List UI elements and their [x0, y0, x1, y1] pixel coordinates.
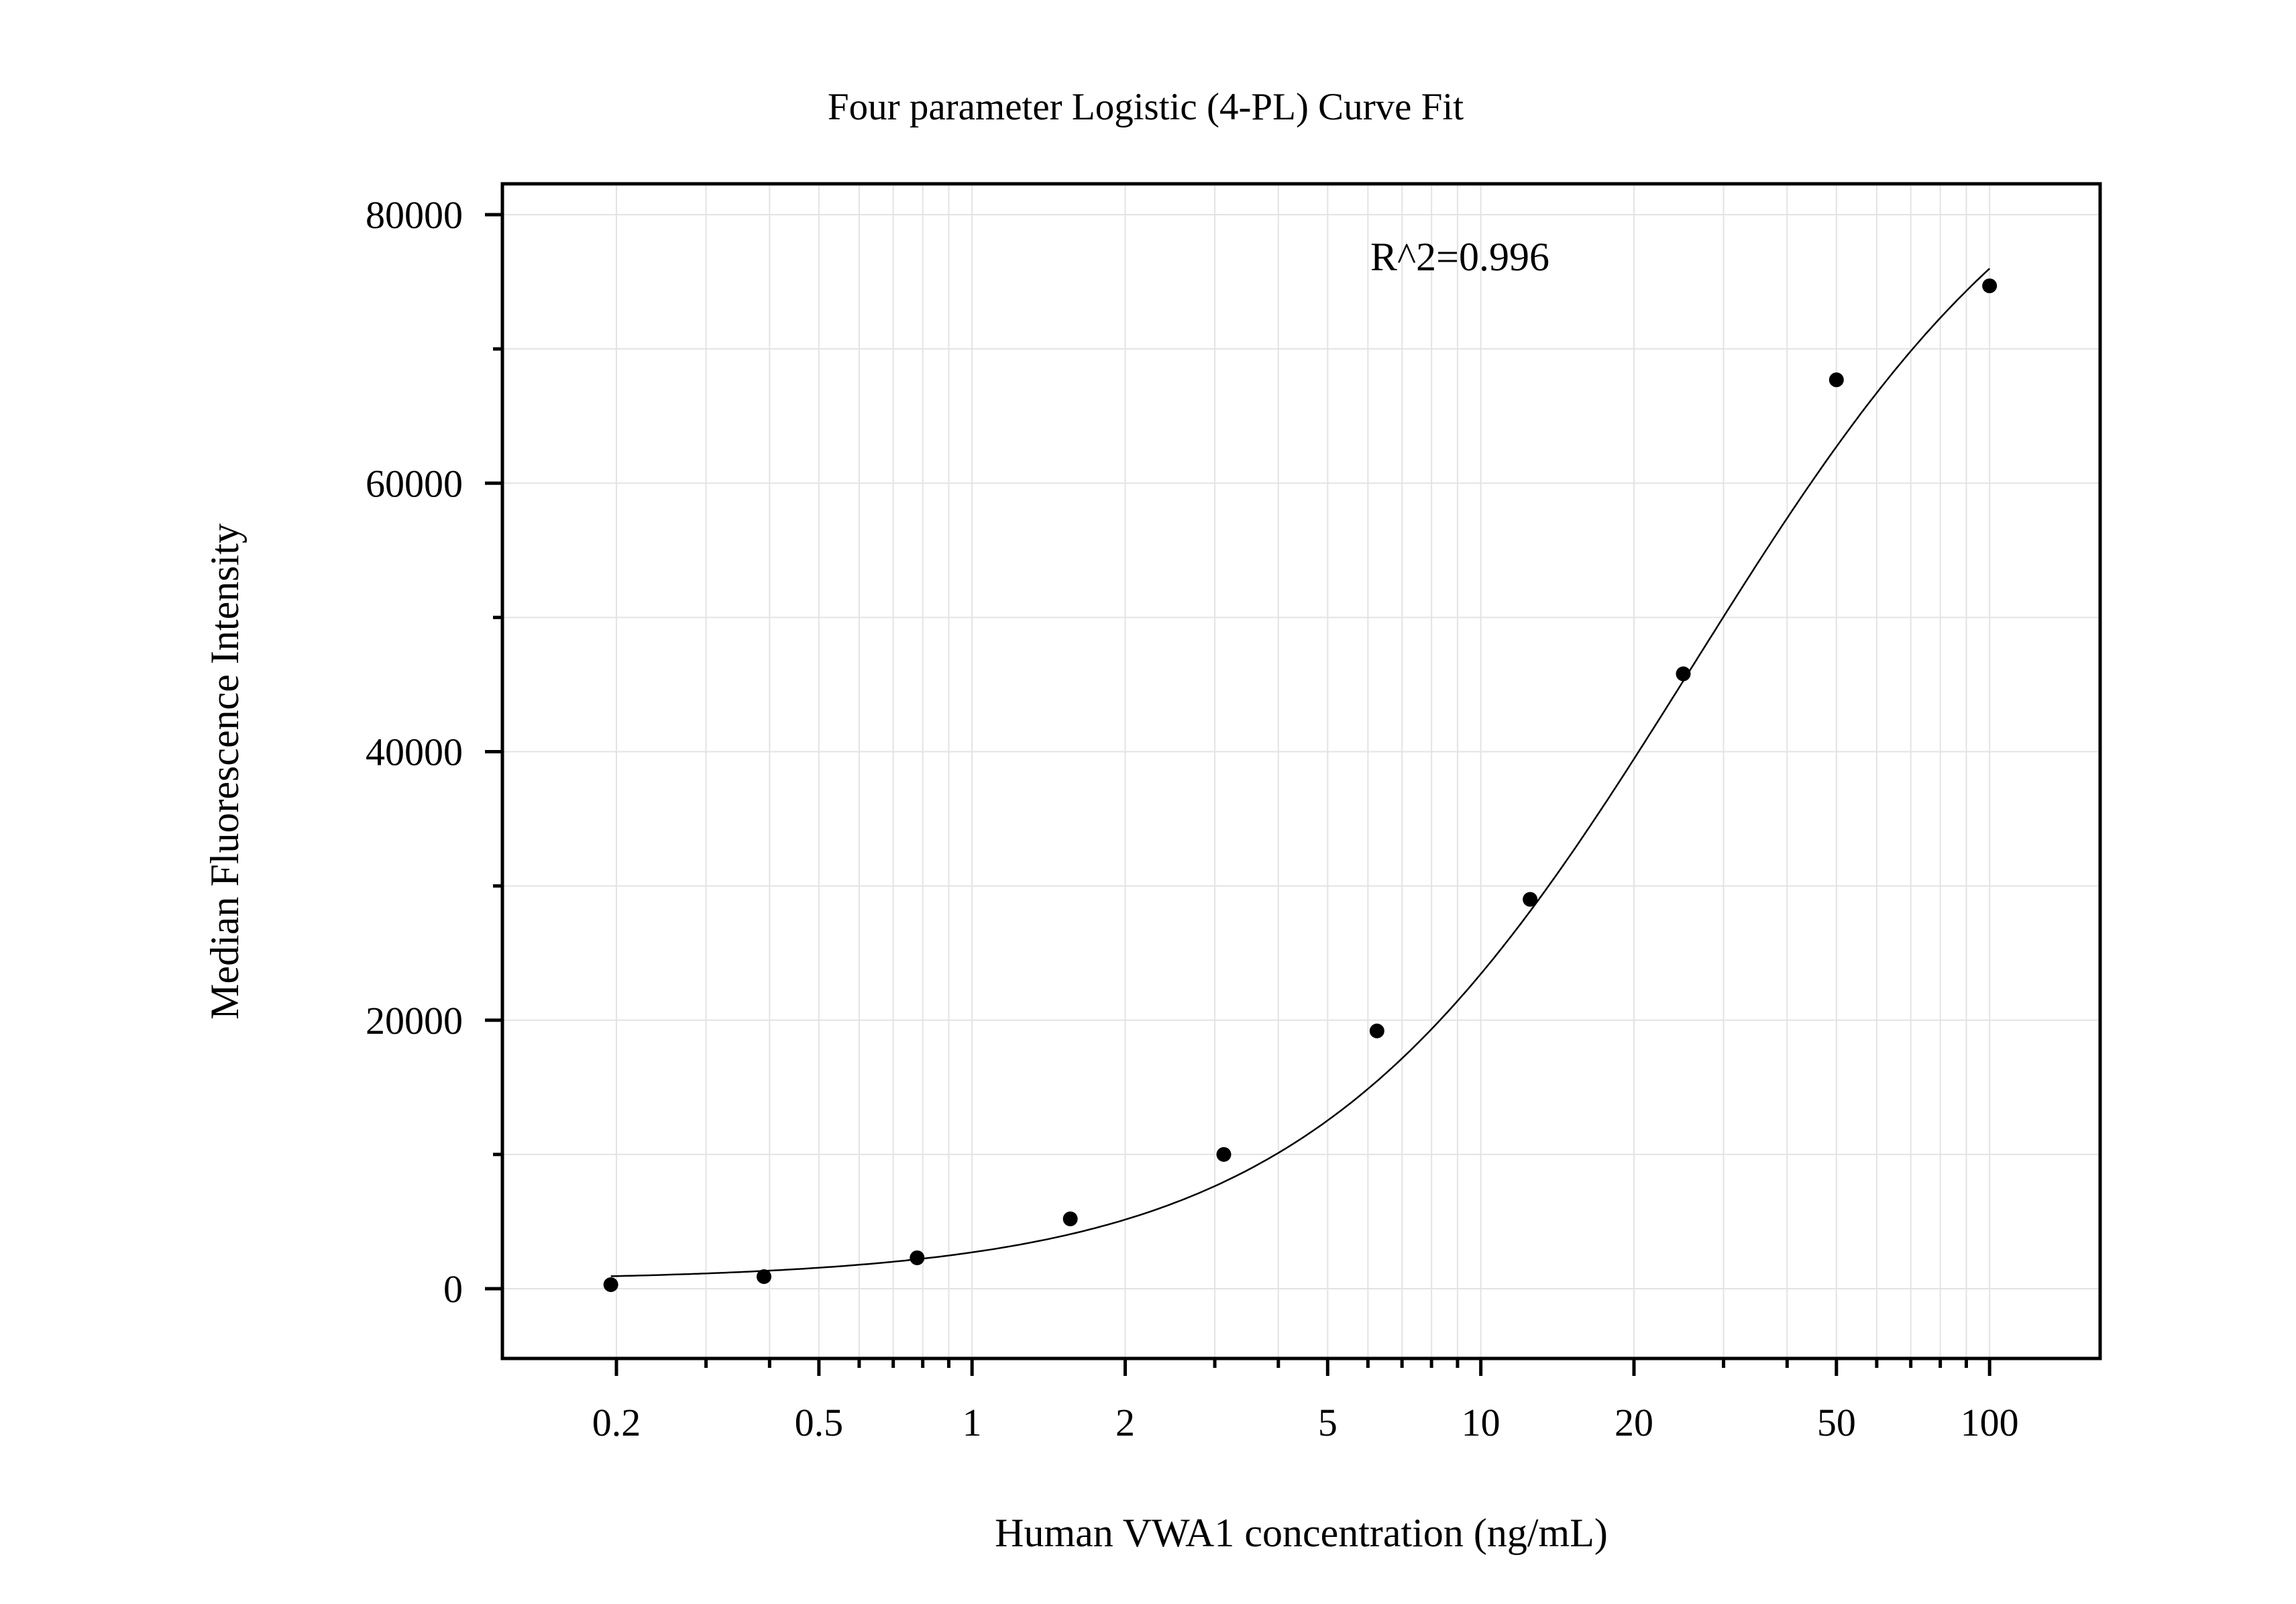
x-tick-label: 100 [1961, 1401, 2019, 1444]
x-axis-label: Human VWA1 concentration (ng/mL) [995, 1511, 1608, 1555]
data-point [1369, 1023, 1384, 1038]
data-point [1982, 278, 1998, 294]
x-tick-label: 0.5 [795, 1401, 844, 1444]
y-tick-label: 20000 [366, 999, 463, 1042]
r-squared-annotation: R^2=0.996 [1370, 235, 1549, 279]
x-tick-label: 1 [963, 1401, 982, 1444]
data-point [910, 1250, 925, 1265]
fit-curve-group [610, 268, 1991, 1277]
y-axis-label: Median Fluorescence Intensity [203, 523, 247, 1020]
data-points [603, 278, 1998, 1292]
ticks: 0.2 0.5 1 2 5 10 20 50 100 0 20000 40000 60000 80000 [366, 193, 2019, 1444]
data-point [1062, 1211, 1078, 1226]
chart-title: Four parameter Logistic (4-PL) Curve Fit [828, 86, 1464, 128]
x-tick-label: 0.2 [592, 1401, 641, 1444]
plot-frame [500, 182, 2102, 1360]
x-tick-label: 50 [1817, 1401, 1856, 1444]
x-tick-label: 20 [1615, 1401, 1653, 1444]
data-point [1216, 1146, 1232, 1162]
grid [502, 184, 2100, 1358]
y-tick-label: 40000 [366, 731, 463, 774]
y-tick-label: 80000 [366, 193, 463, 237]
y-tick-label: 0 [443, 1267, 463, 1311]
data-point [603, 1277, 618, 1292]
data-point [1523, 892, 1538, 907]
x-tick-label: 2 [1115, 1401, 1135, 1444]
data-point [756, 1269, 771, 1284]
x-tick-label: 5 [1318, 1401, 1337, 1444]
data-point [1828, 372, 1844, 388]
data-point [1676, 666, 1691, 682]
x-tick-label: 10 [1462, 1401, 1500, 1444]
fit-curve [610, 268, 1991, 1277]
y-tick-label: 60000 [366, 462, 463, 505]
